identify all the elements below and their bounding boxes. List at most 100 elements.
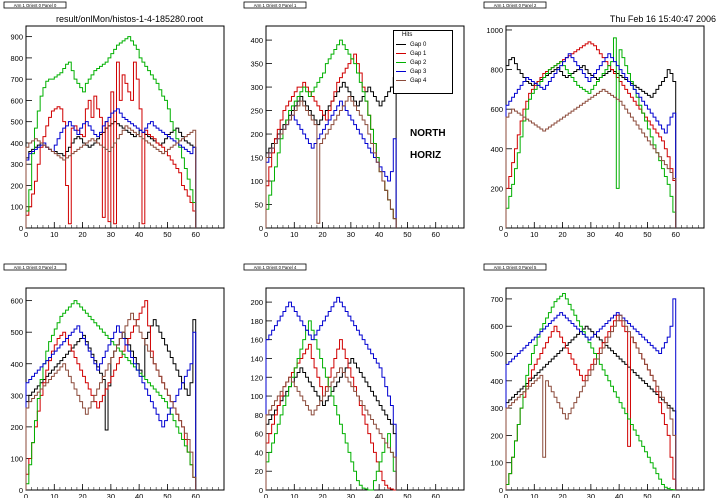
panel-title-box	[3, 1, 67, 9]
x-tick-label: 40	[615, 492, 623, 498]
x-tick-label: 50	[643, 230, 651, 239]
x-tick-label: 40	[375, 492, 383, 498]
histogram-panel: Arm 1 Orient 0 Panel 1 0 10 20 30 40 50 60 0 50 10…	[243, 1, 465, 239]
x-tick-label: 40	[135, 230, 143, 239]
series-line	[505, 41, 677, 228]
y-tick-label: 200	[10, 181, 23, 190]
x-tick-label: 60	[192, 492, 200, 498]
x-tick-label: 10	[50, 492, 58, 498]
x-tick-label: 0	[504, 230, 508, 239]
x-tick-label: 0	[264, 492, 268, 498]
x-tick-label: 20	[558, 492, 566, 498]
legend-label: Gap 4	[410, 78, 427, 84]
y-tick-label: 120	[250, 373, 263, 382]
x-tick-label: 10	[530, 492, 538, 498]
x-tick-label: 60	[192, 230, 200, 239]
panel-title-box	[3, 263, 67, 271]
x-tick-label: 20	[78, 492, 86, 498]
y-tick-label: 400	[250, 36, 263, 45]
x-tick-label: 30	[107, 492, 115, 498]
series-line	[25, 319, 197, 490]
y-tick-label: 0	[259, 224, 263, 233]
x-tick-label: 50	[643, 492, 651, 498]
y-tick-label: 700	[490, 295, 503, 304]
y-tick-label: 400	[10, 360, 23, 369]
y-tick-label: 300	[490, 404, 503, 413]
x-tick-label: 40	[375, 230, 383, 239]
legend-entry: Gap 2	[396, 59, 426, 68]
plot-frame	[265, 287, 465, 491]
histogram-panel: Arm 1 Orient 0 Panel 4 0 10 20 30 40 50 60 0 20 40…	[243, 263, 465, 498]
panel-title: Arm 1 Orient 0 Panel 2	[494, 3, 537, 8]
y-tick-label: 600	[490, 322, 503, 331]
y-tick-label: 0	[499, 486, 503, 495]
x-tick-label: 0	[24, 492, 28, 498]
panel-title: Arm 1 Orient 0 Panel 1	[254, 3, 297, 8]
x-tick-label: 20	[318, 230, 326, 239]
series-line	[505, 88, 677, 228]
x-tick-label: 10	[290, 492, 298, 498]
x-tick-label: 40	[135, 492, 143, 498]
y-tick-label: 180	[250, 317, 263, 326]
panel-title: Arm 1 Orient 0 Panel 4	[254, 265, 297, 270]
y-tick-label: 500	[490, 350, 503, 359]
x-tick-label: 20	[318, 492, 326, 498]
x-tick-label: 0	[504, 492, 508, 498]
y-tick-label: 500	[10, 328, 23, 337]
series-line	[505, 37, 677, 228]
y-tick-label: 600	[490, 105, 503, 114]
legend-label: Gap 3	[410, 69, 427, 75]
timestamp: Thu Feb 16 15:40:47 2006	[609, 14, 716, 24]
panel-title-box	[483, 1, 547, 9]
histogram-panel: Arm 1 Orient 0 Panel 20 10 20 30 40 50 6002004…	[483, 1, 705, 239]
y-tick-label: 300	[250, 83, 263, 92]
plot-frame	[25, 287, 225, 491]
x-tick-label: 10	[530, 230, 538, 239]
x-tick-label: 30	[587, 230, 595, 239]
legend-label: Gap 1	[410, 51, 427, 57]
panel-title: Arm 1 Orient 0 Panel 5	[494, 265, 537, 270]
y-tick-label: 40	[255, 448, 263, 457]
x-tick-label: 60	[672, 492, 680, 498]
y-tick-label: 300	[10, 160, 23, 169]
series-line	[505, 314, 677, 490]
histogram-panel: Arm 1 Orient 0 Panel 30 10 20 30 40 50 6001002…	[3, 263, 225, 498]
x-tick-label: 30	[347, 492, 355, 498]
x-tick-label: 40	[615, 230, 623, 239]
legend-entry: Gap 3	[396, 68, 426, 77]
y-tick-label: 100	[250, 177, 263, 186]
x-tick-label: 0	[24, 230, 28, 239]
annotation-horiz: HORIZ	[410, 150, 442, 161]
legend-entry: Gap 1	[396, 50, 426, 59]
y-tick-label: 500	[10, 118, 23, 127]
x-tick-label: 50	[163, 230, 171, 239]
y-tick-label: 900	[10, 33, 23, 42]
x-tick-label: 20	[78, 230, 86, 239]
y-tick-label: 800	[10, 54, 23, 63]
x-tick-label: 50	[163, 492, 171, 498]
y-tick-label: 400	[490, 377, 503, 386]
legend-entry: Gap 0	[396, 41, 426, 50]
x-tick-label: 30	[347, 230, 355, 239]
x-tick-label: 60	[672, 230, 680, 239]
y-tick-label: 250	[250, 107, 263, 116]
y-tick-label: 20	[255, 467, 263, 476]
legend-entry: Gap 4	[396, 77, 426, 86]
y-tick-label: 140	[250, 354, 263, 363]
y-tick-label: 400	[10, 139, 23, 148]
plot-frame	[265, 25, 465, 229]
x-tick-label: 0	[264, 230, 268, 239]
legend-label: Gap 0	[410, 42, 427, 48]
y-tick-label: 200	[10, 423, 23, 432]
x-tick-label: 60	[432, 230, 440, 239]
y-tick-label: 600	[10, 297, 23, 306]
series-line	[25, 36, 197, 228]
series-line	[505, 325, 677, 490]
histogram-panel: Arm 1 Orient 0 Panel 00 10 20 30 40 50 6001002…	[3, 1, 225, 239]
x-tick-label: 50	[403, 492, 411, 498]
y-tick-label: 200	[490, 431, 503, 440]
y-tick-label: 200	[490, 184, 503, 193]
y-tick-label: 350	[250, 60, 263, 69]
annotation-north: NORTH	[410, 128, 446, 139]
y-tick-label: 600	[10, 96, 23, 105]
